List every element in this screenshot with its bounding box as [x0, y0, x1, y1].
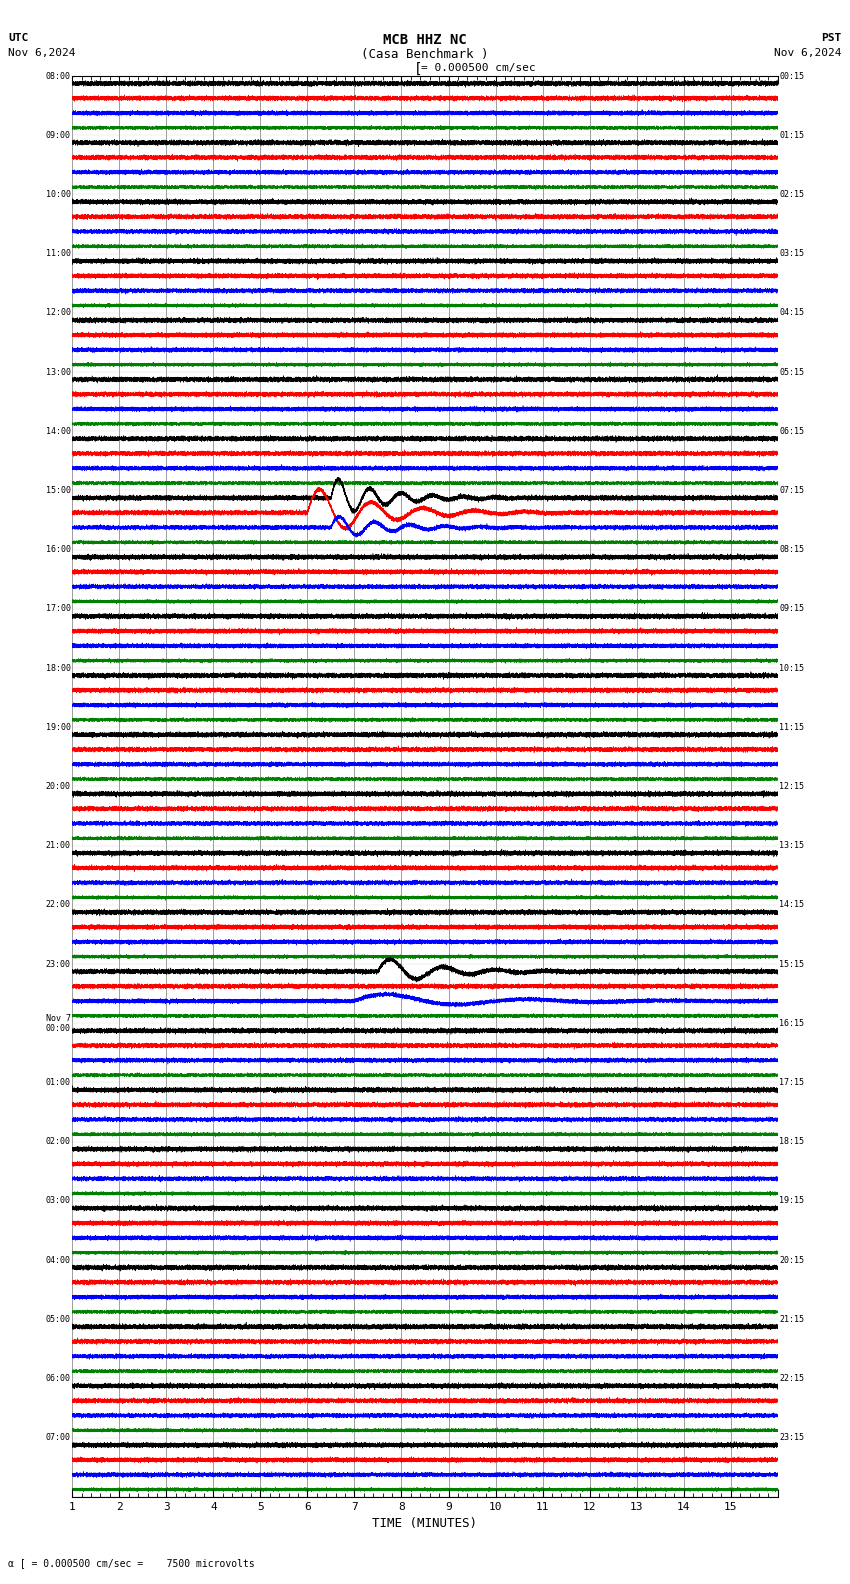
Text: 07:15: 07:15 — [779, 486, 804, 494]
Text: 13:00: 13:00 — [46, 367, 71, 377]
Text: MCB HHZ NC: MCB HHZ NC — [383, 33, 467, 48]
Text: Nov 6,2024: Nov 6,2024 — [774, 48, 842, 57]
Text: (Casa Benchmark ): (Casa Benchmark ) — [361, 48, 489, 60]
Text: Nov 7
00:00: Nov 7 00:00 — [46, 1014, 71, 1033]
Text: 11:00: 11:00 — [46, 249, 71, 258]
Text: 05:00: 05:00 — [46, 1315, 71, 1324]
Text: 10:00: 10:00 — [46, 190, 71, 200]
Text: 23:15: 23:15 — [779, 1434, 804, 1441]
Text: 22:15: 22:15 — [779, 1373, 804, 1383]
Text: 19:15: 19:15 — [779, 1196, 804, 1205]
Text: 20:00: 20:00 — [46, 782, 71, 790]
Text: 04:00: 04:00 — [46, 1256, 71, 1264]
Text: 17:15: 17:15 — [779, 1079, 804, 1087]
Text: 05:15: 05:15 — [779, 367, 804, 377]
Text: 09:15: 09:15 — [779, 605, 804, 613]
Text: 18:00: 18:00 — [46, 664, 71, 673]
Text: = 0.000500 cm/sec: = 0.000500 cm/sec — [421, 63, 536, 73]
Text: α [ = 0.000500 cm/sec =    7500 microvolts: α [ = 0.000500 cm/sec = 7500 microvolts — [8, 1559, 255, 1568]
Text: 03:00: 03:00 — [46, 1196, 71, 1205]
Text: [: [ — [414, 62, 422, 76]
Text: 17:00: 17:00 — [46, 605, 71, 613]
Text: 23:00: 23:00 — [46, 960, 71, 968]
Text: 09:00: 09:00 — [46, 131, 71, 139]
Text: 03:15: 03:15 — [779, 249, 804, 258]
Text: 01:00: 01:00 — [46, 1079, 71, 1087]
Text: 08:00: 08:00 — [46, 71, 71, 81]
Text: 10:15: 10:15 — [779, 664, 804, 673]
X-axis label: TIME (MINUTES): TIME (MINUTES) — [372, 1517, 478, 1530]
Text: 18:15: 18:15 — [779, 1137, 804, 1147]
Text: 01:15: 01:15 — [779, 131, 804, 139]
Text: 14:15: 14:15 — [779, 900, 804, 909]
Text: 12:00: 12:00 — [46, 309, 71, 317]
Text: 15:00: 15:00 — [46, 486, 71, 494]
Text: 06:00: 06:00 — [46, 1373, 71, 1383]
Text: 22:00: 22:00 — [46, 900, 71, 909]
Text: 13:15: 13:15 — [779, 841, 804, 851]
Text: 20:15: 20:15 — [779, 1256, 804, 1264]
Text: 19:00: 19:00 — [46, 722, 71, 732]
Text: 21:00: 21:00 — [46, 841, 71, 851]
Text: 02:00: 02:00 — [46, 1137, 71, 1147]
Text: 12:15: 12:15 — [779, 782, 804, 790]
Text: 21:15: 21:15 — [779, 1315, 804, 1324]
Text: 00:15: 00:15 — [779, 71, 804, 81]
Text: UTC: UTC — [8, 33, 29, 43]
Text: 08:15: 08:15 — [779, 545, 804, 554]
Text: 14:00: 14:00 — [46, 426, 71, 436]
Text: 11:15: 11:15 — [779, 722, 804, 732]
Text: 02:15: 02:15 — [779, 190, 804, 200]
Text: 06:15: 06:15 — [779, 426, 804, 436]
Text: Nov 6,2024: Nov 6,2024 — [8, 48, 76, 57]
Text: 07:00: 07:00 — [46, 1434, 71, 1441]
Text: 15:15: 15:15 — [779, 960, 804, 968]
Text: 04:15: 04:15 — [779, 309, 804, 317]
Text: 16:15: 16:15 — [779, 1019, 804, 1028]
Text: PST: PST — [821, 33, 842, 43]
Text: 16:00: 16:00 — [46, 545, 71, 554]
